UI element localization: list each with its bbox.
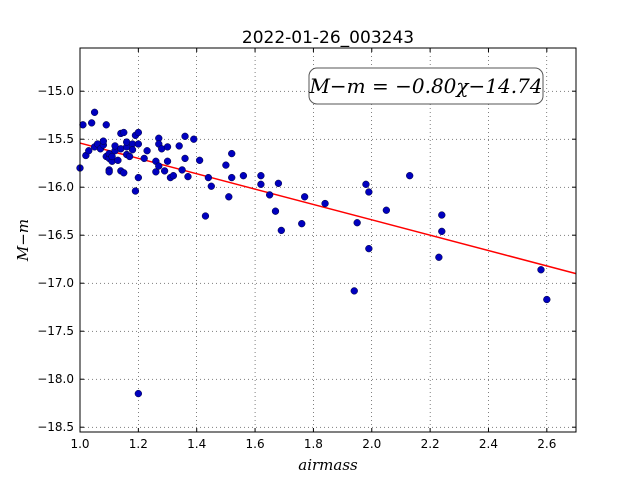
data-point — [207, 182, 215, 190]
data-point — [143, 147, 151, 155]
fit-equation-box: M−m = −0.80χ−14.74 — [308, 67, 544, 105]
x-tick-label: 1.2 — [129, 437, 148, 451]
data-point — [99, 137, 107, 145]
data-point — [438, 211, 446, 219]
fit-equation: M−m = −0.80χ−14.74 — [308, 74, 542, 98]
fit-line — [79, 142, 577, 275]
y-tick-label: −18.0 — [37, 372, 74, 386]
data-points — [76, 108, 551, 398]
data-point — [184, 172, 192, 181]
data-point — [257, 172, 265, 180]
data-point — [140, 154, 148, 163]
data-point — [111, 142, 119, 150]
y-tick-label: −17.0 — [37, 276, 74, 290]
x-tick-label: 1.6 — [246, 437, 265, 451]
y-tick-label: −16.5 — [37, 228, 74, 242]
data-point — [195, 156, 204, 164]
y-tick-label: −15.5 — [37, 132, 74, 146]
data-point — [178, 166, 186, 174]
annotation-box — [308, 67, 544, 105]
y-tick-label: −16.0 — [37, 180, 74, 194]
data-point — [152, 168, 160, 176]
data-point — [120, 169, 128, 177]
data-point — [537, 266, 545, 274]
data-point — [204, 173, 213, 182]
data-point — [257, 180, 265, 188]
x-tick-label: 2.6 — [537, 437, 556, 451]
x-tick-label: 2.4 — [479, 437, 498, 451]
axis-ticks: 1.0 1.2 1.4 1.6 1.8 2.0 2.2 2.4 2.6 −15.0 −15.5 −16… — [37, 48, 576, 451]
x-tick-label: 1.8 — [304, 437, 323, 451]
data-point — [181, 132, 189, 140]
data-point — [239, 172, 248, 180]
y-tick-label: −15.0 — [37, 84, 74, 98]
plot-area-frame — [79, 47, 577, 433]
data-point — [277, 226, 285, 235]
data-point — [438, 227, 446, 236]
data-point — [365, 244, 373, 253]
data-point — [105, 168, 113, 176]
data-point — [222, 161, 230, 169]
chart-title: 2022-01-26_003243 — [242, 28, 414, 48]
data-point — [163, 157, 172, 165]
data-point — [85, 147, 93, 155]
x-tick-label: 2.2 — [421, 437, 440, 451]
data-point — [298, 220, 306, 228]
y-tick-label: −17.5 — [37, 324, 74, 338]
data-point — [160, 167, 169, 175]
data-point — [120, 128, 128, 137]
data-point — [88, 119, 96, 127]
data-point — [406, 172, 414, 180]
data-point — [134, 140, 143, 148]
data-point — [543, 295, 551, 304]
data-point — [190, 135, 198, 143]
fit-line-group — [79, 142, 577, 275]
data-point — [353, 219, 361, 227]
data-point — [155, 162, 163, 170]
data-point — [228, 149, 236, 158]
data-point — [435, 253, 443, 261]
data-point — [321, 199, 329, 208]
data-point — [350, 287, 358, 295]
x-tick-label: 1.4 — [187, 437, 206, 451]
data-point — [108, 152, 116, 161]
data-point — [125, 152, 134, 161]
data-point — [274, 179, 283, 188]
data-point — [271, 207, 280, 215]
data-point — [102, 121, 110, 129]
x-tick-label: 2.0 — [362, 437, 381, 451]
data-point — [169, 172, 178, 180]
x-axis-label: airmass — [298, 456, 358, 474]
data-point — [134, 128, 143, 137]
data-point — [134, 173, 143, 182]
data-point — [163, 143, 172, 151]
data-point — [131, 187, 140, 195]
data-point — [228, 173, 236, 182]
data-point — [134, 389, 143, 398]
data-point — [90, 108, 99, 116]
x-tick-label: 1.0 — [70, 437, 89, 451]
data-point — [114, 156, 122, 164]
data-point — [301, 193, 309, 201]
y-axis-label: M−m — [14, 219, 32, 262]
data-point — [79, 121, 87, 129]
data-point — [175, 142, 183, 150]
data-point — [382, 206, 391, 214]
data-point — [225, 193, 233, 201]
grid — [79, 48, 576, 432]
data-point — [362, 180, 370, 188]
data-point — [201, 212, 210, 220]
data-point — [265, 191, 274, 199]
data-point — [128, 146, 137, 154]
y-tick-label: −18.5 — [37, 420, 74, 434]
data-point — [181, 154, 189, 163]
data-point — [365, 188, 373, 196]
